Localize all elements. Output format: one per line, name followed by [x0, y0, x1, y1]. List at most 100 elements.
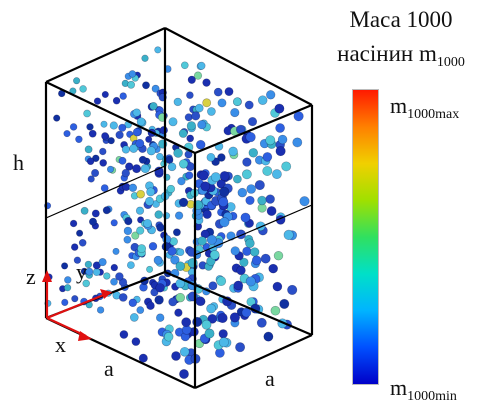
seed-particle	[136, 306, 145, 314]
seed-particle	[178, 129, 188, 138]
seed-particle	[131, 337, 141, 346]
seed-particle	[78, 238, 87, 247]
seed-particle	[266, 90, 276, 100]
seed-particle	[172, 228, 181, 237]
seed-particle	[92, 268, 101, 277]
coordinate-axes	[42, 270, 112, 341]
seed-particle	[148, 242, 158, 251]
seed-particle	[135, 138, 145, 148]
seed-particle	[242, 246, 252, 256]
seed-particle	[213, 87, 223, 97]
seed-particle	[170, 255, 180, 265]
seed-particle	[79, 85, 87, 93]
seed-particle	[197, 236, 207, 246]
seed-particle	[272, 281, 283, 292]
seed-particle	[63, 284, 72, 292]
seed-particles	[44, 46, 310, 379]
seed-particle	[153, 255, 163, 265]
seed-particle	[186, 91, 194, 99]
seed-particle	[186, 121, 197, 131]
seed-particle	[202, 98, 212, 108]
seed-particle	[168, 297, 178, 307]
y-arrowhead-icon	[100, 289, 112, 299]
seed-particle	[230, 108, 240, 118]
seed-particle	[107, 137, 115, 145]
y-axis-label: y	[76, 259, 87, 284]
seed-particle	[86, 123, 94, 131]
seed-particle	[99, 147, 107, 156]
seed-particle	[173, 97, 182, 107]
seed-particle	[245, 238, 255, 249]
seed-particle	[208, 281, 218, 291]
seed-particle	[224, 87, 234, 97]
seed-particle	[129, 144, 138, 153]
seed-particle	[186, 134, 195, 143]
seed-particle	[102, 206, 111, 215]
seed-particle	[91, 209, 100, 218]
seed-particle	[92, 154, 100, 163]
seed-particle	[82, 279, 90, 288]
side-a-right-label: a	[265, 366, 275, 391]
legend-title-line1: Маса 1000	[349, 7, 453, 32]
seed-particle	[80, 206, 89, 215]
seed-particle	[219, 186, 230, 197]
seed-particle	[118, 277, 128, 287]
seed-particle	[128, 183, 138, 192]
seed-particle	[93, 97, 102, 105]
seed-particle	[218, 337, 229, 348]
seed-particle	[138, 155, 147, 164]
colorbar-max-label: m1000max	[390, 93, 460, 122]
seed-particle	[151, 84, 160, 93]
seed-particle	[197, 120, 207, 130]
seed-particle	[265, 194, 275, 204]
seed-particle	[132, 108, 141, 117]
seed-particle	[177, 177, 186, 186]
seed-particle	[53, 114, 61, 122]
seed-particle	[174, 308, 183, 317]
seed-particle	[274, 103, 285, 114]
seed-particle	[299, 196, 310, 207]
seed-particle	[181, 317, 192, 328]
seed-particle	[218, 196, 229, 207]
seed-particle	[166, 184, 176, 194]
seed-particle	[273, 250, 284, 261]
seed-particle	[207, 313, 218, 324]
seed-particle	[265, 135, 276, 146]
seed-particle	[168, 117, 178, 127]
seed-particle	[260, 253, 271, 264]
seed-particle	[100, 120, 108, 128]
seed-particle	[268, 263, 278, 274]
seed-particle	[141, 54, 149, 62]
seed-particle	[118, 293, 128, 302]
box-edge	[45, 81, 196, 154]
seed-particle	[247, 117, 258, 127]
seed-particle	[229, 312, 240, 323]
seed-particle	[193, 71, 203, 80]
seed-particle	[137, 244, 147, 254]
seed-particle	[277, 134, 288, 145]
seed-particle	[262, 152, 273, 162]
seed-particle	[99, 159, 108, 167]
seed-particle	[115, 130, 124, 140]
seed-particle	[245, 195, 255, 205]
seed-particle	[266, 206, 277, 216]
seed-particle	[127, 80, 136, 89]
seed-particle	[89, 217, 97, 226]
seed-particle	[178, 197, 189, 208]
seed-particle	[281, 161, 292, 172]
side-a-left-label: a	[104, 356, 114, 381]
seed-particle	[174, 211, 184, 220]
seed-particle	[178, 159, 189, 169]
seed-particle	[154, 295, 164, 305]
seed-particle	[217, 312, 228, 324]
seed-particle	[219, 217, 230, 228]
seed-particle	[112, 247, 120, 255]
seed-particle	[112, 96, 121, 105]
seed-particle	[257, 195, 267, 206]
seed-particle	[123, 226, 133, 236]
seed-particle	[171, 351, 181, 361]
seed-particle	[198, 170, 209, 181]
z-arrowhead-icon	[42, 270, 52, 282]
seed-particle	[210, 172, 221, 183]
